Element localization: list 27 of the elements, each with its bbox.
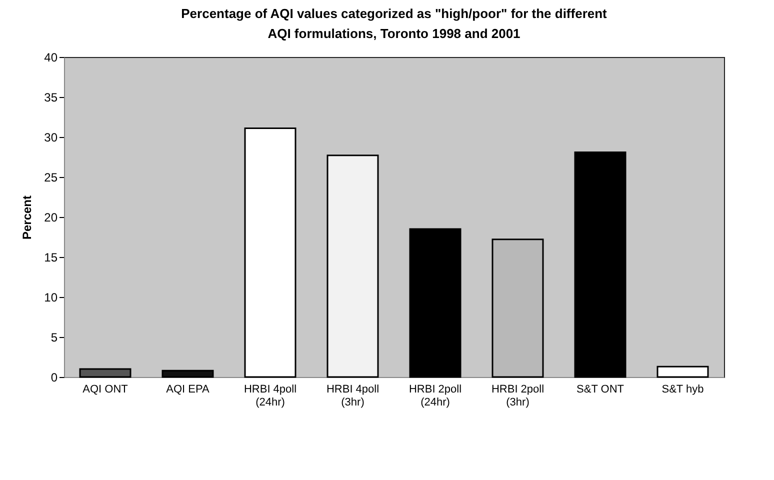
x-tick-label: S&T ONT [576, 384, 624, 396]
x-tick-label: HRBI 2poll (3hr) [491, 384, 544, 408]
y-tick-label: 5 [50, 330, 58, 344]
bar [574, 151, 626, 378]
bar [244, 127, 296, 378]
y-tick-label: 35 [44, 90, 58, 104]
chart-title: Percentage of AQI values categorized as "high/poor" for the different AQI formulations, Toronto 1998 and 2001 [181, 6, 608, 41]
x-tick-label: AQI EPA [166, 384, 210, 396]
y-tick-label: 25 [44, 170, 58, 184]
x-tick-label: S&T hyb [662, 384, 704, 396]
bar [656, 366, 709, 378]
bar [162, 370, 214, 378]
y-tick-label: 0 [50, 370, 58, 384]
x-tick-label: AQI ONT [82, 384, 128, 396]
y-tick-label: 40 [44, 50, 58, 64]
y-tick-label: 30 [44, 130, 58, 144]
y-tick-label: 20 [44, 210, 58, 224]
x-tick-label: HRBI 4poll (24hr) [244, 384, 297, 408]
x-tick-label: HRBI 4poll (3hr) [326, 384, 380, 408]
bar [409, 228, 462, 378]
bar [492, 238, 544, 378]
bar [79, 368, 132, 378]
y-tick-label: 15 [44, 250, 58, 264]
x-tick-label: HRBI 2poll (24hr) [408, 384, 462, 408]
y-tick-label: 10 [44, 290, 58, 304]
bar [326, 154, 379, 378]
y-axis-title: Percent [20, 195, 34, 240]
